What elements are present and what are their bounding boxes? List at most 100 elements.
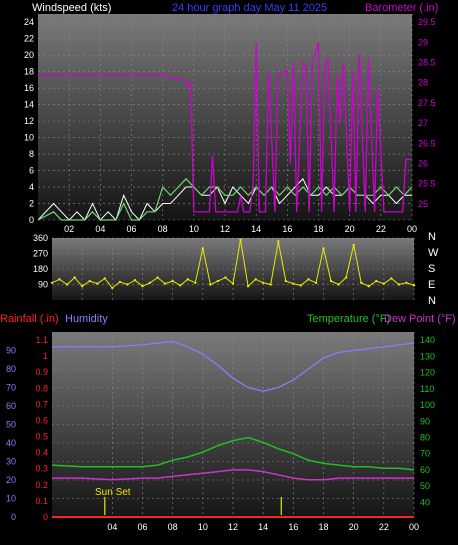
wind-direction-point — [367, 285, 370, 288]
barometer-line — [38, 42, 412, 213]
wind-y-tick-label: 14 — [24, 100, 34, 110]
wind-direction-point — [329, 279, 333, 283]
direction-y-tick-label: 360 — [33, 233, 48, 243]
wind-direction-point — [171, 279, 174, 283]
wind-direction-point — [163, 282, 167, 285]
barometer-tick-label: 25 — [418, 199, 428, 209]
sunset-annotation: Sun Set — [95, 487, 131, 498]
barometer-tick-label: 27.5 — [418, 98, 436, 108]
wind-x-tick-label: 22 — [376, 224, 386, 234]
temperature-line — [51, 436, 415, 471]
rainfall-tick-label: 0.5 — [35, 432, 48, 442]
rain-x-tick-label: 14 — [258, 522, 268, 532]
wind-y-tick-label: 0 — [29, 215, 34, 225]
barometer-axis-title: Barometer (.in) — [365, 2, 438, 14]
humidity-line — [52, 340, 415, 392]
wind-direction-point — [58, 278, 61, 281]
wind-direction-point — [254, 278, 257, 281]
wind-direction-point — [194, 281, 197, 284]
wind-direction-point — [201, 247, 205, 250]
wind-y-tick-label: 20 — [24, 50, 34, 60]
wind-direction-point — [231, 282, 235, 285]
wind-direction-point — [103, 277, 106, 280]
wind-direction-point — [337, 283, 340, 286]
wind-x-tick-label: 20 — [345, 224, 355, 234]
rainfall-tick-label: 0.2 — [35, 480, 48, 490]
rainfall-axis-title: Rainfall (.in) — [0, 313, 59, 325]
wind-direction-point — [141, 285, 144, 288]
wind-direction-point — [216, 279, 220, 283]
wind-x-tick-label: 02 — [64, 224, 74, 234]
wind-direction-point — [133, 278, 137, 282]
wind-direction-point — [246, 285, 250, 288]
dew-point-axis-title: Dew Point (°F) — [384, 313, 456, 325]
wind-panel-grid — [38, 14, 413, 221]
rain-x-tick-label: 04 — [107, 522, 117, 532]
humidity-tick-label: 60 — [6, 401, 16, 411]
barometer-tick-label: 26 — [418, 158, 428, 168]
wind-y-tick-label: 24 — [24, 17, 34, 27]
rain-x-tick-label: 16 — [288, 522, 298, 532]
rain-x-tick-label: 12 — [228, 522, 238, 532]
wind-direction-point — [73, 276, 76, 279]
wind-direction-point — [299, 284, 303, 287]
humidity-tick-label: 40 — [6, 438, 16, 448]
wind-direction-point — [239, 238, 242, 241]
temperature-tick-label: 40 — [420, 497, 430, 507]
direction-panel-grid — [52, 237, 415, 300]
wind-direction-point — [50, 281, 54, 284]
wind-average-line — [37, 177, 413, 221]
rain-x-tick-label: 18 — [318, 522, 328, 532]
wind-direction-point — [375, 279, 378, 283]
temperature-tick-label: 140 — [420, 335, 435, 345]
wind-direction-point — [397, 283, 401, 286]
compass-label: N — [428, 295, 436, 307]
wind-direction-point — [88, 279, 91, 283]
wind-direction-point — [179, 284, 182, 287]
wind-x-tick-label: 06 — [126, 224, 136, 234]
barometer-tick-label: 25.5 — [418, 179, 436, 189]
compass-label: S — [428, 263, 435, 275]
direction-panel-series — [50, 238, 416, 290]
wind-direction-point — [261, 281, 265, 284]
temperature-tick-label: 90 — [420, 416, 430, 426]
rainfall-tick-label: 0.8 — [35, 383, 48, 393]
wind-x-tick-label: 04 — [95, 224, 105, 234]
rainfall-tick-label: 0.1 — [35, 496, 48, 506]
rainfall-tick-label: 1.1 — [35, 335, 48, 345]
direction-y-tick-label: 270 — [33, 249, 48, 259]
wind-y-tick-label: 12 — [24, 116, 34, 126]
wind-direction-point — [292, 282, 295, 285]
temperature-axis-title: Temperature (°F) — [307, 313, 390, 325]
wind-direction-point — [118, 280, 122, 284]
wind-y-tick-label: 4 — [29, 182, 34, 192]
wind-x-tick-label: 16 — [282, 224, 292, 234]
humidity-tick-label: 0 — [11, 512, 16, 522]
rain-panel-series — [51, 340, 415, 518]
rainfall-tick-label: 1 — [43, 351, 48, 361]
wind-direction-point — [322, 247, 325, 250]
wind-direction-point — [284, 279, 287, 283]
wind-direction-point — [277, 240, 280, 243]
rainfall-tick-label: 0.4 — [35, 448, 48, 458]
wind-direction-point — [314, 281, 318, 284]
barometer-tick-label: 29 — [418, 37, 428, 47]
rainfall-tick-label: 0.7 — [35, 399, 48, 409]
wind-direction-point — [269, 283, 272, 286]
wind-direction-point — [65, 283, 69, 286]
temperature-tick-label: 60 — [420, 465, 430, 475]
rain-x-tick-label: 22 — [379, 522, 389, 532]
humidity-tick-label: 90 — [6, 346, 16, 356]
dew-point-line — [52, 469, 414, 481]
temperature-tick-label: 130 — [420, 351, 435, 361]
wind-y-tick-label: 8 — [29, 149, 34, 159]
wind-x-tick-label: 00 — [407, 224, 417, 234]
wind-x-tick-label: 12 — [220, 224, 230, 234]
wind-direction-point — [352, 243, 355, 247]
humidity-tick-label: 20 — [6, 475, 16, 485]
wind-x-tick-label: 10 — [189, 224, 199, 234]
temperature-tick-label: 110 — [420, 384, 434, 394]
